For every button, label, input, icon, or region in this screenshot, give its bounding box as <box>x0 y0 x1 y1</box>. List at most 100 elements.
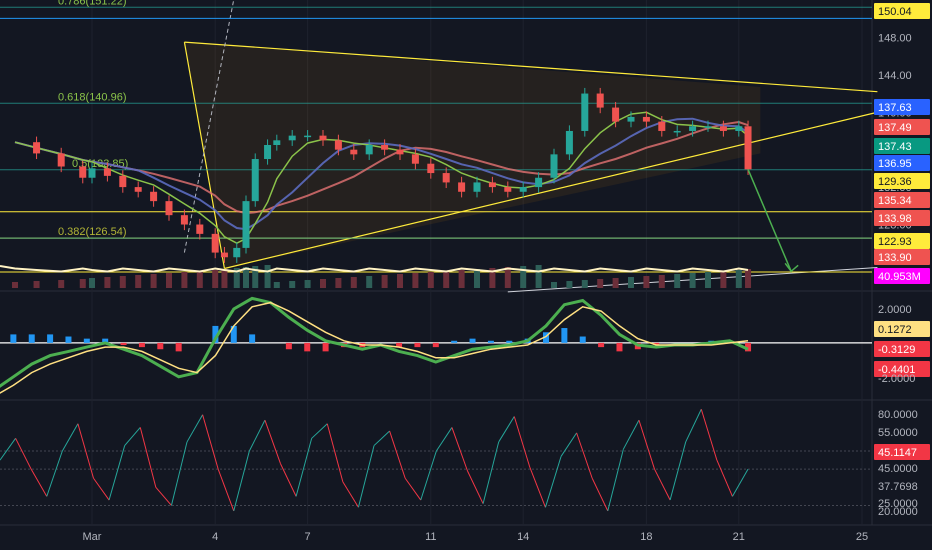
volume-bar <box>79 279 86 288</box>
candle[interactable] <box>365 145 373 155</box>
candle[interactable] <box>458 182 466 192</box>
trendline[interactable] <box>183 41 226 269</box>
candle[interactable] <box>350 149 358 155</box>
candle[interactable] <box>165 201 173 216</box>
price-tag[interactable] <box>874 210 930 226</box>
price-tag[interactable] <box>874 233 930 249</box>
candle[interactable] <box>642 116 650 122</box>
candle[interactable] <box>180 215 188 225</box>
candle[interactable] <box>33 142 41 154</box>
trendline[interactable] <box>184 41 878 93</box>
candle[interactable] <box>596 93 604 108</box>
macd-histogram-bar <box>175 342 182 352</box>
oscillator-line-segment <box>139 427 157 488</box>
candle[interactable] <box>319 135 327 141</box>
candle[interactable] <box>251 159 259 202</box>
candle[interactable] <box>427 163 435 174</box>
candle[interactable] <box>442 173 450 183</box>
candle[interactable] <box>627 116 635 122</box>
candle[interactable] <box>233 247 241 258</box>
macd-histogram-bar <box>506 340 513 343</box>
candle[interactable] <box>473 182 481 192</box>
candle[interactable] <box>719 126 727 131</box>
macd-pane[interactable] <box>0 296 872 396</box>
price-tag[interactable] <box>874 138 930 154</box>
candle[interactable] <box>288 135 296 141</box>
candle[interactable] <box>150 191 158 202</box>
candle[interactable] <box>396 149 404 155</box>
candle[interactable] <box>535 177 543 188</box>
candle[interactable] <box>57 153 65 167</box>
candle[interactable] <box>334 140 342 150</box>
oscillator-line-segment <box>669 441 687 501</box>
candle[interactable] <box>211 233 219 253</box>
indicator-tag-label: -0.3129 <box>878 344 915 356</box>
candle[interactable] <box>264 145 272 160</box>
candle[interactable] <box>304 135 312 138</box>
indicator-tag[interactable] <box>874 341 930 357</box>
candle[interactable] <box>565 130 573 155</box>
candle[interactable] <box>581 93 589 131</box>
candle[interactable] <box>134 187 142 192</box>
candle[interactable] <box>196 224 204 234</box>
moving-average-line <box>14 120 749 215</box>
oscillator-pane[interactable] <box>0 409 872 512</box>
volume-bar <box>273 282 280 288</box>
candle[interactable] <box>242 201 250 248</box>
candle[interactable] <box>504 187 512 192</box>
candle[interactable] <box>704 126 712 128</box>
price-axis[interactable]: 128.00132.00136.00140.00144.00148.00150.… <box>874 3 930 518</box>
candle[interactable] <box>488 182 496 188</box>
price-tag[interactable] <box>874 155 930 171</box>
price-tag-label: 129.36 <box>878 176 912 188</box>
candle[interactable] <box>519 187 527 192</box>
candle[interactable] <box>79 166 87 178</box>
candle[interactable] <box>220 252 228 258</box>
candle[interactable] <box>273 140 281 145</box>
volume-bar <box>166 273 172 288</box>
candle[interactable] <box>88 168 96 178</box>
candle[interactable] <box>119 175 127 188</box>
candle[interactable] <box>658 121 666 131</box>
oscillator-line-segment <box>202 414 219 470</box>
oscillator-line-segment <box>576 432 593 479</box>
time-tick-label: 11 <box>425 531 436 543</box>
oscillator-line-segment <box>420 450 437 501</box>
macd-histogram-bar <box>322 342 329 352</box>
time-axis[interactable]: Mar 4 7 11 14 18 21 25 <box>83 531 869 543</box>
indicator-tag[interactable] <box>874 361 930 377</box>
price-tag-label: 137.63 <box>878 102 912 114</box>
oscillator-line-segment <box>732 468 749 497</box>
candle[interactable] <box>673 130 681 133</box>
price-tag[interactable] <box>874 119 930 135</box>
candle[interactable] <box>381 145 389 150</box>
candle[interactable] <box>103 168 111 176</box>
candle[interactable] <box>411 154 419 164</box>
oscillator-line-segment <box>30 468 48 497</box>
volume-bar <box>119 276 126 288</box>
price-tag[interactable] <box>874 249 930 265</box>
macd-histogram-bar <box>230 325 237 343</box>
price-tag[interactable] <box>874 192 930 208</box>
price-tag[interactable] <box>874 99 930 115</box>
macd-histogram-bar <box>543 332 550 343</box>
time-tick-label: 14 <box>517 531 529 543</box>
price-tag[interactable] <box>874 173 930 189</box>
projection-arrow[interactable] <box>747 169 792 272</box>
macd-histogram-bar <box>28 334 35 343</box>
trendline[interactable] <box>224 111 878 270</box>
volume-bar <box>443 271 450 288</box>
price-tag[interactable] <box>874 268 930 284</box>
price-pane[interactable]: 0.786(151.22)0.618(140.96)0.5(133.85)0.3… <box>0 0 878 293</box>
candle[interactable] <box>744 126 752 170</box>
volume-bar <box>181 272 188 288</box>
candle[interactable] <box>550 154 558 178</box>
candle[interactable] <box>735 126 743 131</box>
indicator-tag[interactable] <box>874 444 930 460</box>
indicator-tag[interactable] <box>874 321 930 337</box>
moving-average-line <box>14 111 749 245</box>
candle[interactable] <box>689 126 697 131</box>
price-tag[interactable] <box>874 3 930 19</box>
candle[interactable] <box>612 107 620 122</box>
